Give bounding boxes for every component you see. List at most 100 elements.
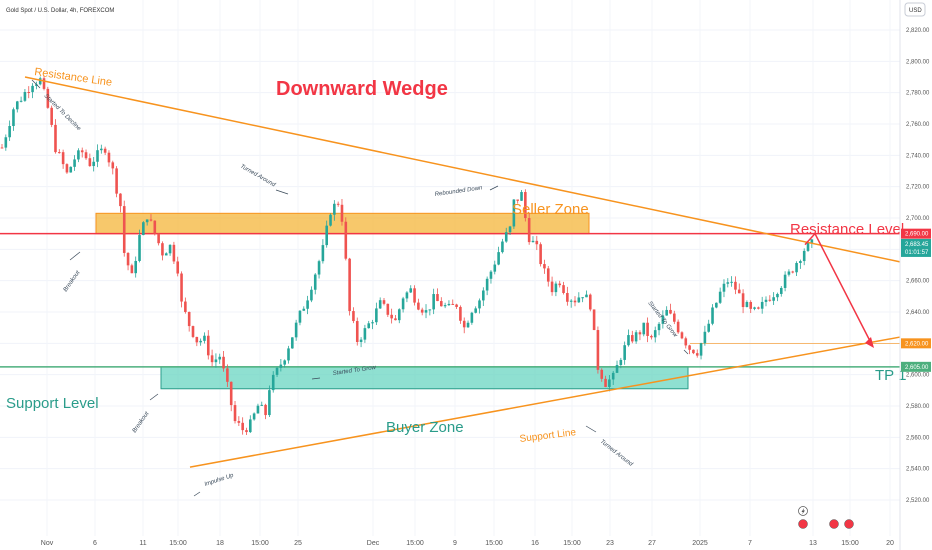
candle-body bbox=[256, 405, 260, 414]
candle-body bbox=[142, 222, 145, 236]
candle-body bbox=[291, 337, 294, 349]
candle-body bbox=[69, 166, 73, 173]
currency-badge[interactable] bbox=[904, 2, 926, 17]
y-tick-label: 2,720.00 bbox=[906, 185, 930, 191]
candle-body bbox=[19, 100, 23, 102]
annotation-arrow bbox=[149, 393, 159, 401]
y-tick-label: 2,800.00 bbox=[906, 59, 930, 65]
candle-body bbox=[692, 349, 695, 354]
candle-body bbox=[229, 381, 233, 406]
candle-body bbox=[4, 137, 8, 148]
x-tick-label: Dec bbox=[367, 540, 380, 547]
candle-body bbox=[203, 335, 206, 341]
price-tag-resistance: 2,690.00 bbox=[901, 228, 931, 239]
candle-body bbox=[359, 339, 363, 343]
candle-body bbox=[107, 152, 111, 163]
forecast-arrowhead bbox=[865, 337, 874, 349]
candle-body bbox=[646, 322, 649, 336]
candle-body bbox=[333, 203, 336, 215]
candle-body bbox=[478, 300, 481, 309]
candle-body bbox=[31, 85, 34, 93]
candle-body bbox=[164, 253, 168, 256]
candle-body bbox=[707, 323, 710, 332]
candle-body bbox=[61, 152, 65, 165]
candle-body bbox=[619, 359, 623, 366]
candle-body bbox=[50, 107, 53, 125]
price-tag-tp-text: 2,620.00 bbox=[905, 341, 929, 347]
y-tick-label: 2,520.00 bbox=[906, 498, 930, 504]
support-level-label: Support Level bbox=[6, 395, 99, 412]
x-tick-label: 9 bbox=[453, 540, 457, 547]
candle-body bbox=[650, 335, 653, 338]
candle-body bbox=[757, 307, 760, 309]
candle-body bbox=[501, 241, 504, 253]
price-tag-current: 2,683.45 01:01:57 bbox=[901, 238, 931, 257]
candle-body bbox=[432, 294, 435, 310]
x-tick-label: 27 bbox=[648, 540, 656, 547]
price-tag-support-text: 2,605.00 bbox=[905, 365, 929, 371]
candle-body bbox=[187, 311, 191, 327]
candle-body bbox=[401, 298, 405, 310]
candle-body bbox=[520, 192, 523, 201]
candle-body bbox=[329, 214, 332, 226]
candle-body bbox=[497, 252, 500, 265]
candle-body bbox=[588, 294, 592, 310]
candle-body bbox=[0, 147, 4, 149]
candle-body bbox=[88, 158, 92, 167]
candle-body bbox=[543, 264, 546, 269]
candle-body bbox=[92, 161, 95, 167]
candle-body bbox=[100, 148, 103, 151]
candle-body bbox=[199, 340, 202, 343]
candle-body bbox=[653, 330, 657, 338]
tp-label: TP 1 bbox=[875, 367, 906, 384]
candle-body bbox=[482, 290, 485, 301]
candle-body bbox=[325, 225, 328, 246]
candle-body bbox=[382, 300, 386, 304]
candle-body bbox=[226, 368, 229, 382]
candle-body bbox=[455, 304, 458, 307]
candle-body bbox=[550, 281, 554, 293]
chart-title: Downward Wedge bbox=[276, 78, 448, 100]
candle-body bbox=[161, 243, 164, 256]
annotation-arrow bbox=[69, 251, 81, 261]
candle-body bbox=[577, 297, 581, 303]
price-tag-tp: 2,620.00 bbox=[901, 338, 931, 349]
candle-body bbox=[294, 322, 298, 338]
us-flag-event-icon[interactable] bbox=[844, 519, 854, 529]
price-tag-support: 2,605.00 bbox=[901, 361, 931, 372]
candle-body bbox=[8, 126, 11, 138]
us-flag-event-icon[interactable] bbox=[798, 519, 808, 529]
y-tick-label: 2,580.00 bbox=[906, 404, 930, 410]
candle-body bbox=[249, 419, 252, 433]
candle-body bbox=[176, 261, 180, 274]
annotation-arrow bbox=[275, 189, 289, 195]
candle-body bbox=[669, 309, 672, 314]
us-flag-event-icon[interactable] bbox=[829, 519, 839, 529]
candle-body bbox=[760, 301, 764, 309]
candle-body bbox=[84, 152, 88, 159]
x-tick-label: 15:00 bbox=[485, 540, 503, 547]
candle-body bbox=[306, 300, 309, 309]
resistance-level-label: Resistance Level bbox=[790, 221, 904, 238]
candle-body bbox=[138, 235, 141, 261]
candle-body bbox=[661, 315, 665, 324]
annotation-arrow bbox=[193, 491, 201, 497]
y-tick-label: 2,700.00 bbox=[906, 216, 930, 222]
x-tick-label: 7 bbox=[748, 540, 752, 547]
candle-body bbox=[157, 233, 160, 244]
candle-body bbox=[336, 203, 340, 205]
candle-body bbox=[313, 274, 317, 290]
candle-body bbox=[459, 306, 462, 321]
x-tick-label: 23 bbox=[606, 540, 614, 547]
candle-body bbox=[46, 88, 50, 108]
candle-body bbox=[810, 239, 814, 243]
candle-body bbox=[799, 261, 802, 263]
candle-body bbox=[676, 321, 680, 333]
candle-body bbox=[96, 150, 99, 162]
candle-body bbox=[535, 240, 539, 245]
candle-body bbox=[252, 413, 256, 420]
currency-badge-label: USD bbox=[909, 8, 922, 14]
candle-body bbox=[569, 300, 573, 302]
candle-body bbox=[241, 422, 244, 431]
